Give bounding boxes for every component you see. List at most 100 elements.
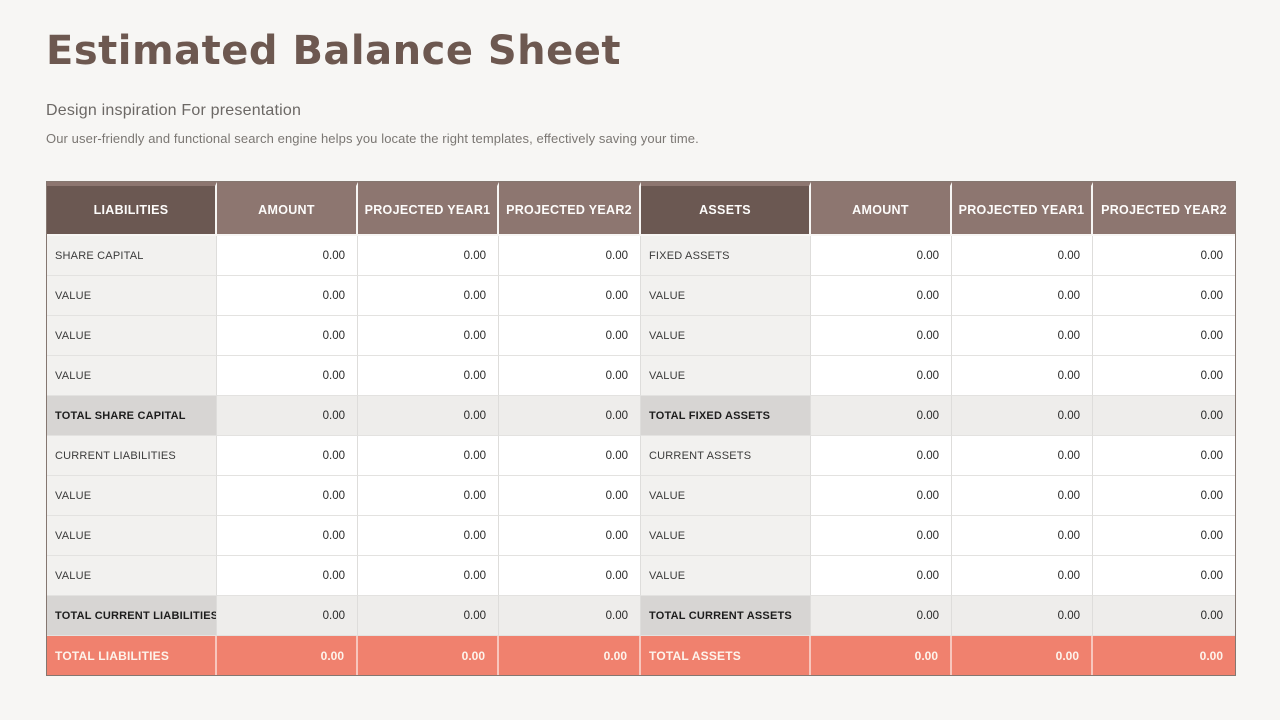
amount-cell: 0.00 (499, 596, 641, 636)
table-row: VALUE 0.00 0.00 0.00 VALUE 0.00 0.00 0.00 (47, 556, 1235, 596)
amount-cell: 0.00 (499, 636, 641, 675)
row-label-cell: VALUE (47, 316, 217, 356)
amount-cell: 0.00 (811, 516, 952, 556)
amount-cell: 0.00 (952, 636, 1093, 675)
column-header: PROJECTED YEAR2 (1093, 182, 1235, 236)
table-row: VALUE 0.00 0.00 0.00 VALUE 0.00 0.00 0.00 (47, 476, 1235, 516)
amount-cell: 0.00 (952, 356, 1093, 396)
row-label-cell: SHARE CAPITAL (47, 236, 217, 276)
column-header: AMOUNT (811, 182, 952, 236)
amount-cell: 0.00 (1093, 276, 1235, 316)
amount-cell: 0.00 (811, 476, 952, 516)
row-label-cell: TOTAL CURRENT LIABILITIES (47, 596, 217, 636)
amount-cell: 0.00 (811, 236, 952, 276)
amount-cell: 0.00 (1093, 596, 1235, 636)
amount-cell: 0.00 (1093, 236, 1235, 276)
amount-cell: 0.00 (358, 636, 499, 675)
amount-cell: 0.00 (1093, 356, 1235, 396)
column-header: PROJECTED YEAR2 (499, 182, 641, 236)
table-row: TOTAL LIABILITIES 0.00 0.00 0.00 TOTAL ASSET… (47, 636, 1235, 675)
amount-cell: 0.00 (1093, 316, 1235, 356)
row-label-cell: VALUE (641, 516, 811, 556)
row-label-cell: VALUE (47, 356, 217, 396)
amount-cell: 0.00 (358, 396, 499, 436)
amount-cell: 0.00 (952, 516, 1093, 556)
amount-cell: 0.00 (1093, 476, 1235, 516)
amount-cell: 0.00 (952, 476, 1093, 516)
page-title: Estimated Balance Sheet (46, 28, 622, 74)
row-label-cell: FIXED ASSETS (641, 236, 811, 276)
table-row: TOTAL SHARE CAPITAL 0.00 0.00 0.00 TOTAL FIX… (47, 396, 1235, 436)
row-label-cell: TOTAL SHARE CAPITAL (47, 396, 217, 436)
table-row: SHARE CAPITAL 0.00 0.00 0.00 FIXED ASSETS 0.0… (47, 236, 1235, 276)
page-subtitle: Design inspiration For presentation (46, 102, 302, 119)
table-row: VALUE 0.00 0.00 0.00 VALUE 0.00 0.00 0.00 (47, 276, 1235, 316)
amount-cell: 0.00 (358, 556, 499, 596)
row-label-cell: CURRENT LIABILITIES (47, 436, 217, 476)
amount-cell: 0.00 (1093, 516, 1235, 556)
row-label-cell: TOTAL CURRENT ASSETS (641, 596, 811, 636)
row-label-cell: VALUE (47, 276, 217, 316)
amount-cell: 0.00 (217, 476, 358, 516)
amount-cell: 0.00 (811, 356, 952, 396)
column-header: PROJECTED YEAR1 (358, 182, 499, 236)
amount-cell: 0.00 (499, 316, 641, 356)
amount-cell: 0.00 (811, 636, 952, 675)
amount-cell: 0.00 (217, 436, 358, 476)
table-header-row: LIABILITIES AMOUNT PROJECTED YEAR1 PROJECTE… (47, 182, 1235, 236)
amount-cell: 0.00 (358, 356, 499, 396)
amount-cell: 0.00 (1093, 636, 1235, 675)
amount-cell: 0.00 (499, 436, 641, 476)
amount-cell: 0.00 (811, 276, 952, 316)
amount-cell: 0.00 (952, 236, 1093, 276)
column-header: LIABILITIES (47, 182, 217, 236)
row-label-cell: CURRENT ASSETS (641, 436, 811, 476)
amount-cell: 0.00 (811, 596, 952, 636)
amount-cell: 0.00 (952, 436, 1093, 476)
row-label-cell: VALUE (641, 356, 811, 396)
amount-cell: 0.00 (952, 396, 1093, 436)
row-label-cell: VALUE (47, 516, 217, 556)
amount-cell: 0.00 (358, 596, 499, 636)
amount-cell: 0.00 (811, 396, 952, 436)
column-header: AMOUNT (217, 182, 358, 236)
row-label-cell: TOTAL FIXED ASSETS (641, 396, 811, 436)
amount-cell: 0.00 (358, 476, 499, 516)
row-label-cell: VALUE (641, 476, 811, 516)
row-label-cell: VALUE (641, 556, 811, 596)
amount-cell: 0.00 (1093, 396, 1235, 436)
table-body: SHARE CAPITAL 0.00 0.00 0.00 FIXED ASSETS 0.0… (47, 236, 1235, 675)
amount-cell: 0.00 (217, 316, 358, 356)
amount-cell: 0.00 (952, 316, 1093, 356)
amount-cell: 0.00 (217, 516, 358, 556)
amount-cell: 0.00 (499, 396, 641, 436)
amount-cell: 0.00 (217, 236, 358, 276)
row-label-cell: VALUE (47, 556, 217, 596)
amount-cell: 0.00 (1093, 556, 1235, 596)
amount-cell: 0.00 (499, 556, 641, 596)
table-row: CURRENT LIABILITIES 0.00 0.00 0.00 CURRENT A… (47, 436, 1235, 476)
amount-cell: 0.00 (217, 356, 358, 396)
amount-cell: 0.00 (217, 596, 358, 636)
row-label-cell: TOTAL ASSETS (641, 636, 811, 675)
amount-cell: 0.00 (217, 276, 358, 316)
amount-cell: 0.00 (358, 236, 499, 276)
amount-cell: 0.00 (952, 596, 1093, 636)
amount-cell: 0.00 (499, 236, 641, 276)
amount-cell: 0.00 (811, 436, 952, 476)
column-header: PROJECTED YEAR1 (952, 182, 1093, 236)
amount-cell: 0.00 (499, 516, 641, 556)
amount-cell: 0.00 (499, 476, 641, 516)
page-description: Our user-friendly and functional search … (46, 131, 699, 146)
row-label-cell: TOTAL LIABILITIES (47, 636, 217, 675)
amount-cell: 0.00 (358, 436, 499, 476)
amount-cell: 0.00 (811, 316, 952, 356)
table-row: VALUE 0.00 0.00 0.00 VALUE 0.00 0.00 0.00 (47, 356, 1235, 396)
amount-cell: 0.00 (217, 636, 358, 675)
row-label-cell: VALUE (641, 276, 811, 316)
amount-cell: 0.00 (952, 276, 1093, 316)
amount-cell: 0.00 (358, 516, 499, 556)
column-header: ASSETS (641, 182, 811, 236)
amount-cell: 0.00 (358, 276, 499, 316)
